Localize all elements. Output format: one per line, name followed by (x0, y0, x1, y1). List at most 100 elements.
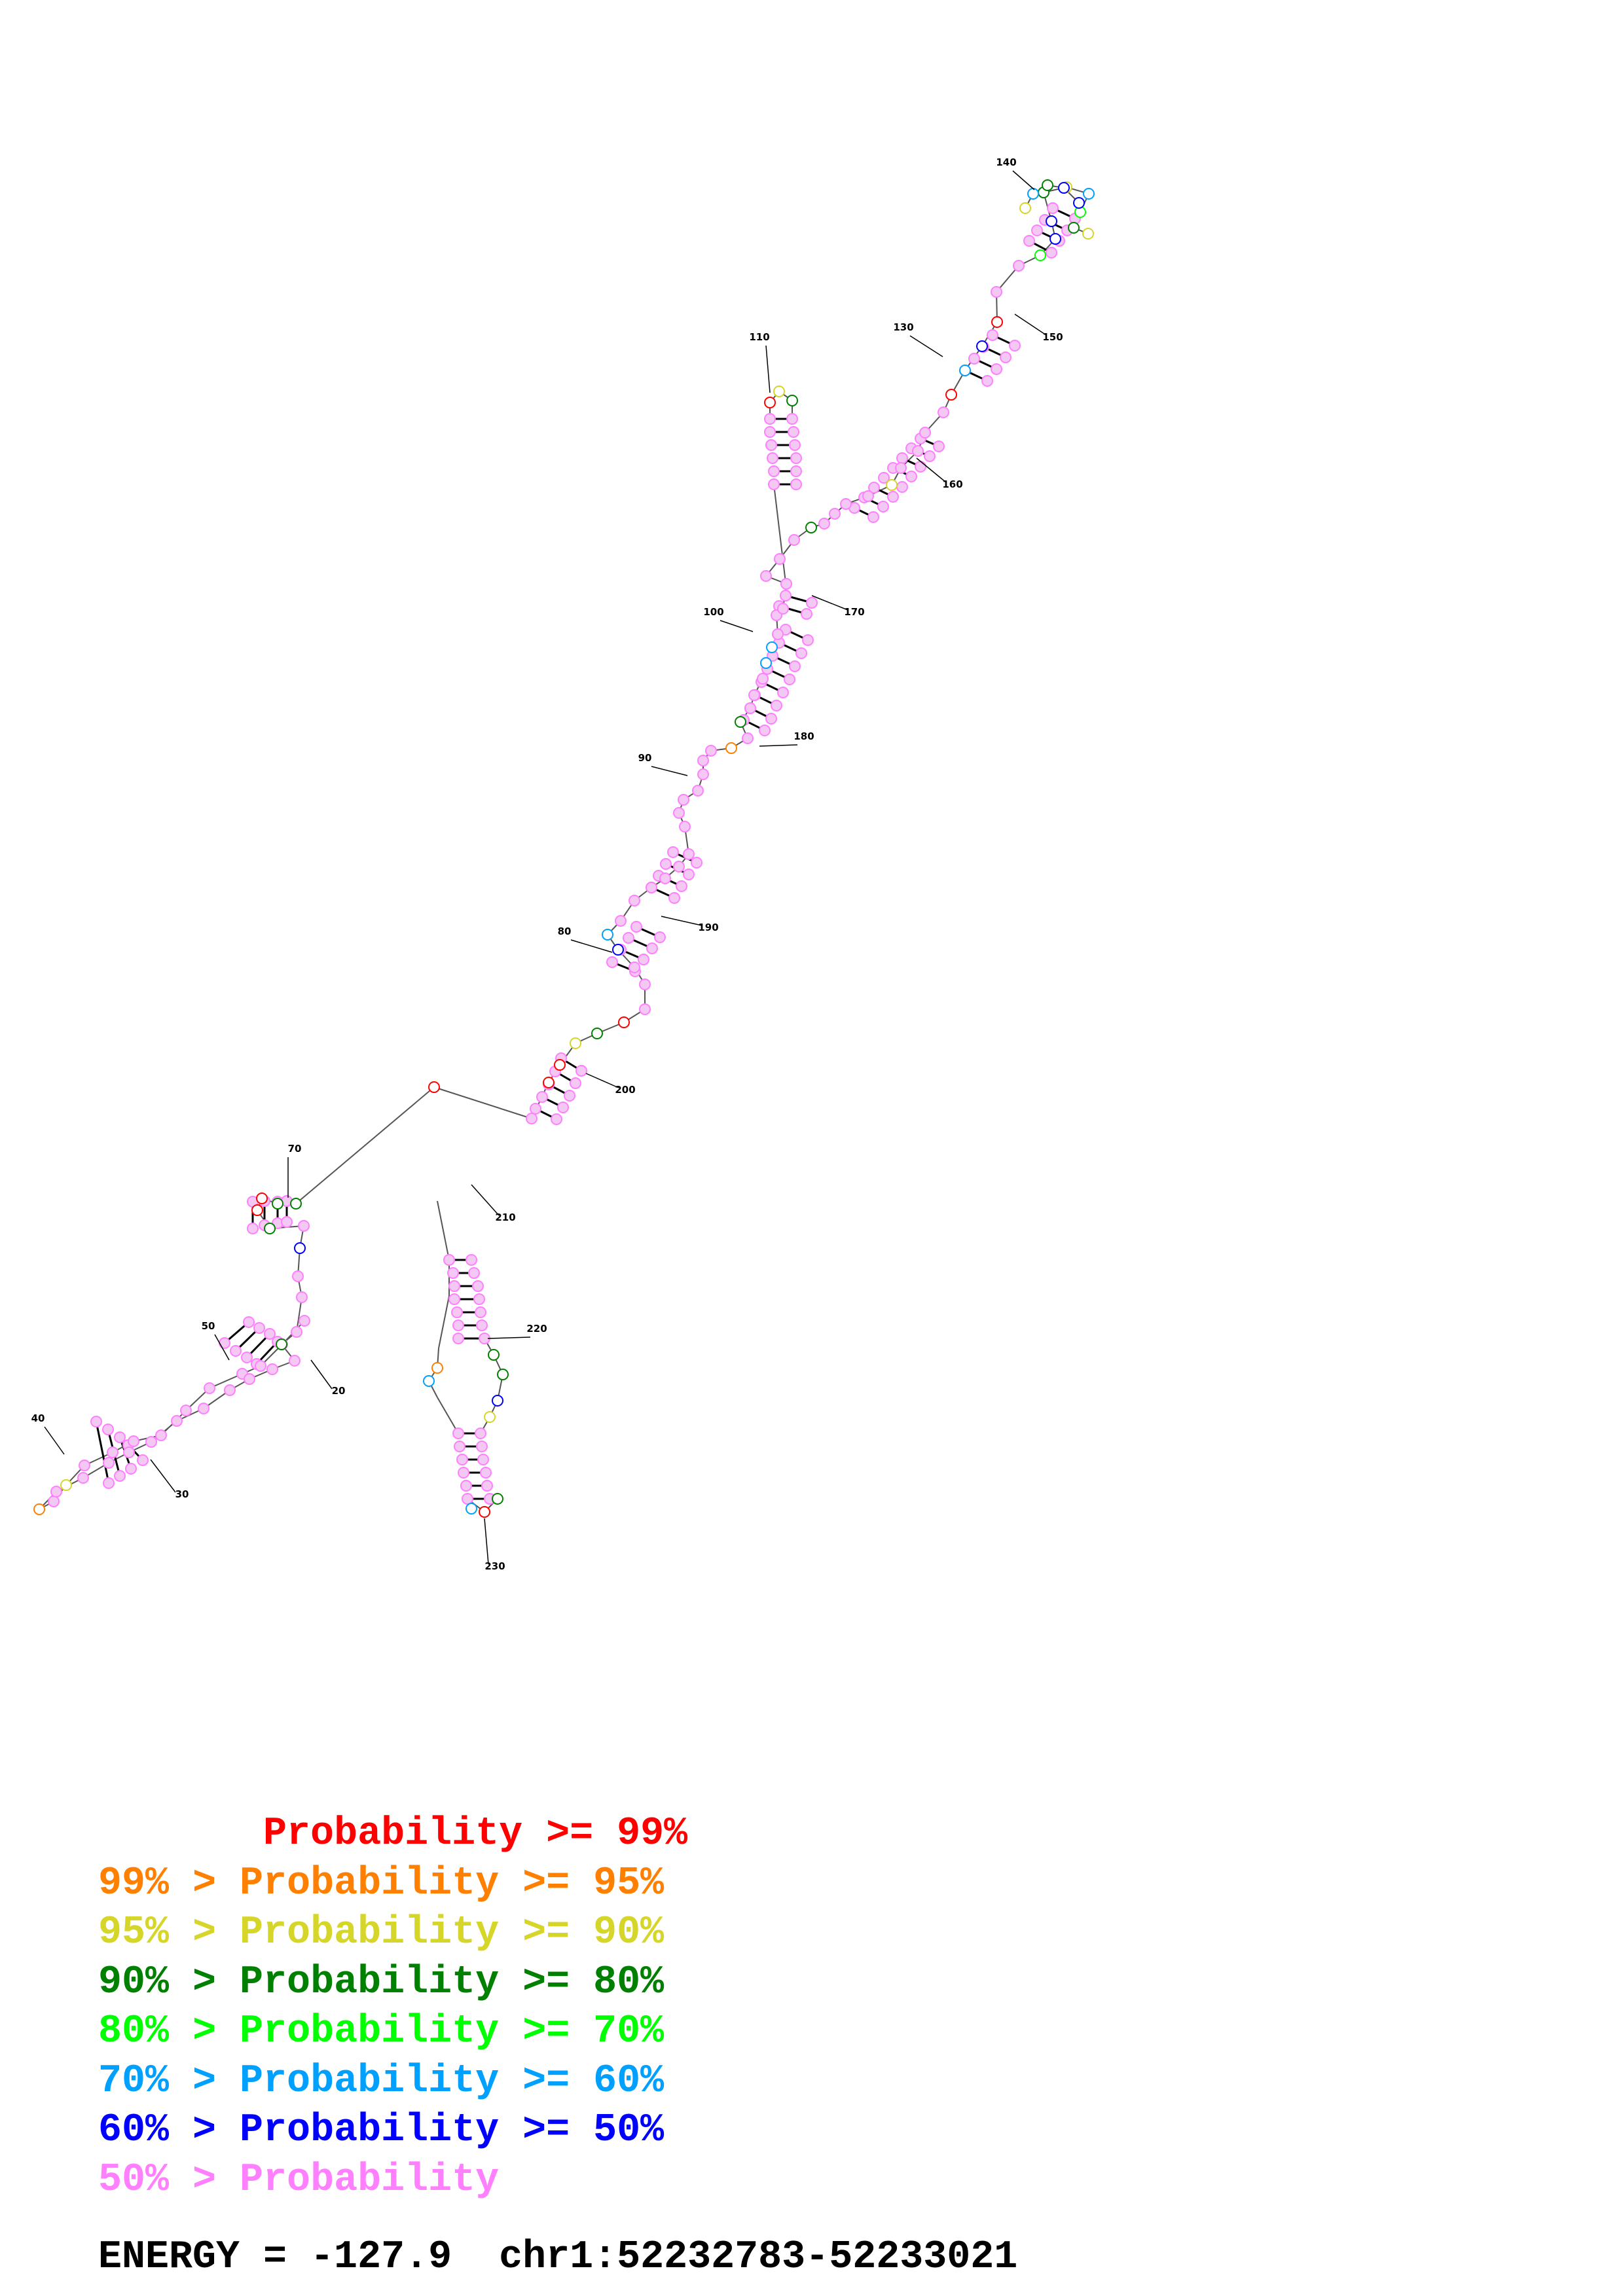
nucleotide (468, 1267, 480, 1279)
nucleotide (1000, 351, 1012, 363)
nucleotide (1047, 202, 1059, 214)
nucleotide (530, 1103, 541, 1115)
nucleotide (299, 1315, 310, 1327)
nucleotide (477, 1454, 489, 1465)
legend-threshold: 60% > (98, 2108, 240, 2153)
nucleotide (646, 882, 657, 893)
nucleotide (777, 603, 789, 615)
nucleotide (760, 657, 772, 669)
nucleotide (276, 1338, 287, 1350)
nucleotide (255, 1360, 266, 1372)
nucleotide (497, 1369, 509, 1380)
nucleotide (646, 942, 658, 954)
legend-row: 80% > Probability >= 70% (98, 2007, 687, 2057)
nucleotide (492, 1395, 503, 1407)
nucleotide (247, 1223, 259, 1234)
legend-threshold (98, 1812, 263, 1856)
position-label: 70 (288, 1143, 302, 1155)
nucleotide (789, 660, 801, 672)
nucleotide (272, 1198, 283, 1210)
nucleotide (77, 1472, 89, 1484)
nucleotide (253, 1322, 265, 1334)
nucleotide (991, 286, 1002, 298)
nucleotide (79, 1460, 90, 1471)
nucleotide (484, 1411, 496, 1423)
nucleotide (629, 895, 640, 906)
nucleotide (551, 1113, 562, 1125)
backbone-link (759, 744, 798, 747)
nucleotide (805, 522, 817, 533)
nucleotide (768, 478, 780, 490)
backbone-link (916, 457, 947, 483)
nucleotide (60, 1479, 72, 1491)
nucleotide (1042, 179, 1053, 191)
nucleotide (786, 395, 798, 406)
legend-threshold: 90% > (98, 1960, 240, 2005)
legend-row: Probability >= 99% (98, 1810, 687, 1859)
nucleotide (764, 397, 776, 408)
nucleotide (33, 1503, 45, 1515)
nucleotide (784, 673, 795, 685)
nucleotide (456, 1454, 468, 1465)
nucleotide (639, 978, 651, 990)
nucleotide (1013, 260, 1025, 272)
nucleotide (251, 1204, 263, 1216)
nucleotide (959, 365, 971, 376)
nucleotide (981, 375, 993, 387)
legend-range: Probability >= 80% (240, 1960, 665, 2005)
nucleotide (829, 508, 841, 520)
position-label: 90 (638, 752, 652, 764)
nucleotide (788, 534, 800, 546)
backbone-link (150, 1459, 176, 1493)
nucleotide (462, 1493, 473, 1505)
nucleotide (50, 1486, 62, 1498)
nucleotide (123, 1446, 135, 1458)
nucleotide (448, 1280, 460, 1292)
nucleotide (475, 1427, 486, 1439)
nucleotide (780, 590, 792, 601)
position-label: 100 (703, 606, 723, 618)
nucleotide (1073, 197, 1085, 209)
nucleotide (554, 1059, 566, 1071)
nucleotide (241, 1352, 253, 1363)
nucleotide (612, 944, 624, 956)
nucleotide (760, 570, 772, 582)
nucleotide (458, 1467, 469, 1479)
nucleotide (774, 553, 786, 565)
legend-threshold: 50% > (98, 2157, 240, 2202)
backbone-link (765, 345, 771, 393)
position-label: 150 (1042, 331, 1063, 343)
backbone-link (570, 939, 613, 953)
legend-range: Probability >= 60% (240, 2058, 665, 2104)
legend-range: Probability >= 99% (263, 1812, 688, 1856)
nucleotide (281, 1216, 293, 1228)
nucleotide (114, 1431, 126, 1443)
nucleotide (790, 465, 802, 477)
base-pair-bond (95, 1421, 110, 1484)
nucleotide (623, 932, 634, 944)
nucleotide (137, 1454, 149, 1466)
position-label: 220 (526, 1323, 547, 1335)
nucleotide (472, 1280, 484, 1292)
legend-threshold: 80% > (98, 2009, 240, 2054)
position-label: 30 (175, 1488, 189, 1500)
nucleotide (570, 1037, 581, 1049)
nucleotide (298, 1220, 310, 1232)
nucleotide (683, 848, 695, 860)
nucleotide (659, 872, 671, 884)
nucleotide (591, 1028, 603, 1039)
position-label: 210 (495, 1211, 515, 1223)
position-label: 200 (615, 1084, 635, 1096)
nucleotide (629, 961, 640, 973)
nucleotide (447, 1267, 459, 1279)
nucleotide (102, 1424, 114, 1435)
nucleotide (465, 1254, 477, 1266)
nucleotide (543, 1077, 555, 1088)
backbone-layer (39, 185, 1089, 1513)
position-label: 40 (31, 1412, 45, 1424)
nucleotide (915, 461, 926, 473)
base-pair-layer (95, 207, 1076, 1500)
nucleotide (771, 700, 782, 711)
backbone-link (310, 1359, 333, 1390)
nucleotide (790, 478, 802, 490)
